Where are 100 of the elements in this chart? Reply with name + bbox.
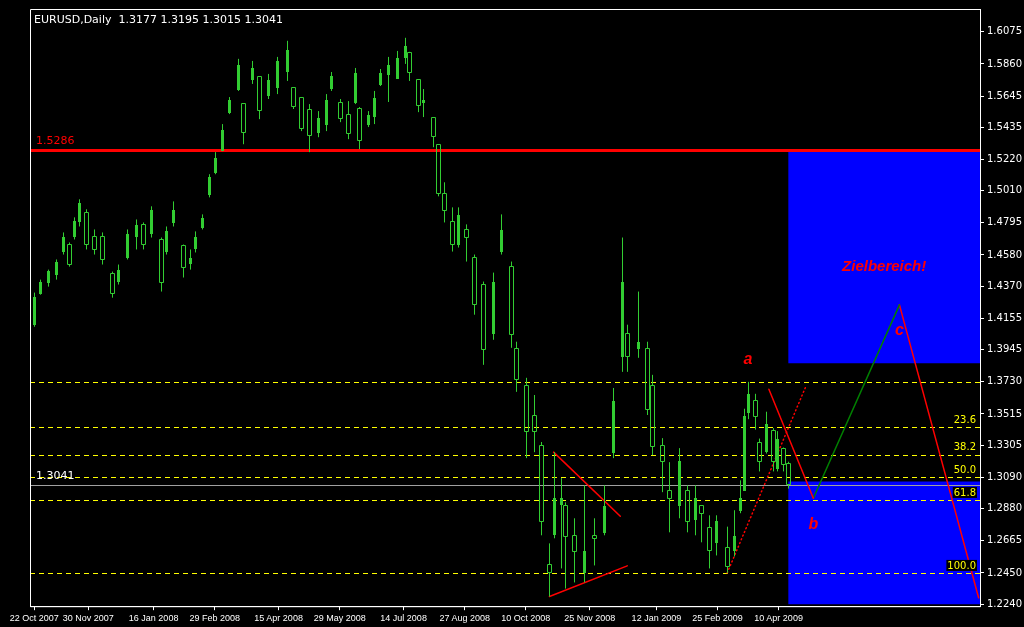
candlestick bbox=[753, 393, 758, 431]
y-tick-label: 1.2665 bbox=[987, 534, 1022, 546]
candlestick bbox=[78, 198, 81, 227]
candlestick bbox=[172, 200, 175, 227]
candlestick bbox=[694, 484, 697, 536]
candlestick bbox=[387, 56, 390, 103]
y-tick-label: 1.4370 bbox=[987, 279, 1022, 291]
candlestick bbox=[330, 71, 333, 92]
candlestick bbox=[100, 231, 105, 266]
candlestick bbox=[55, 258, 58, 281]
candlestick bbox=[251, 60, 254, 85]
candlestick bbox=[367, 110, 370, 128]
annotation: 61.8 bbox=[953, 486, 976, 498]
candlestick bbox=[267, 73, 270, 100]
y-tick-label: 1.2450 bbox=[987, 566, 1022, 578]
x-tick-label: 30 Nov 2007 bbox=[62, 613, 114, 624]
candlestick bbox=[500, 213, 503, 256]
candlestick bbox=[307, 103, 312, 153]
annotation: a bbox=[743, 350, 753, 368]
y-tick-label: 1.6075 bbox=[987, 25, 1022, 37]
candlestick bbox=[92, 228, 97, 256]
candlestick bbox=[743, 408, 746, 491]
candlestick bbox=[346, 100, 351, 140]
candlestick bbox=[592, 517, 597, 566]
candlestick bbox=[396, 50, 399, 79]
y-tick-label: 1.5435 bbox=[987, 120, 1022, 132]
y-tick-label: 1.4795 bbox=[987, 216, 1022, 228]
x-tick-label: 27 Aug 2008 bbox=[439, 613, 490, 624]
x-tick-label: 25 Nov 2008 bbox=[564, 613, 616, 624]
x-tick-label: 15 Apr 2008 bbox=[254, 613, 303, 624]
candlestick bbox=[539, 441, 544, 536]
candlestick bbox=[208, 173, 211, 198]
candlestick bbox=[457, 206, 460, 249]
candlestick bbox=[354, 67, 357, 103]
candlestick bbox=[135, 218, 138, 250]
candlestick bbox=[379, 68, 382, 85]
x-tick-label: 29 Feb 2008 bbox=[189, 613, 240, 624]
y-tick-label: 1.3730 bbox=[987, 375, 1022, 387]
candlestick bbox=[514, 341, 519, 393]
y-tick-label: 1.2880 bbox=[987, 502, 1022, 514]
candlestick bbox=[637, 291, 640, 359]
candlestick bbox=[117, 264, 120, 286]
y-tick-label: 1.5010 bbox=[987, 184, 1022, 196]
candlestick bbox=[286, 40, 289, 82]
x-tick-label: 10 Oct 2008 bbox=[501, 613, 551, 624]
x-tick-label: 16 Jan 2008 bbox=[128, 613, 179, 624]
x-tick-label: 29 May 2008 bbox=[313, 613, 366, 624]
annotation: 23.6 bbox=[953, 413, 976, 425]
annotation: b bbox=[808, 514, 819, 532]
candlestick bbox=[73, 216, 76, 240]
candlestick bbox=[747, 381, 750, 420]
candlestick bbox=[189, 248, 192, 271]
candlestick bbox=[553, 451, 556, 539]
candlestick bbox=[678, 447, 681, 519]
candlestick bbox=[481, 281, 486, 366]
candlestick bbox=[237, 58, 240, 90]
x-tick-label: 10 Apr 2009 bbox=[754, 613, 803, 624]
candlestick bbox=[667, 461, 672, 533]
candlestick bbox=[194, 230, 197, 253]
candlestick bbox=[660, 437, 665, 493]
candlestick bbox=[725, 526, 730, 574]
y-tick-label: 1.5645 bbox=[987, 89, 1022, 101]
candlestick bbox=[509, 261, 514, 349]
ref-line-label: 1.3041 bbox=[36, 469, 75, 483]
candlestick bbox=[221, 123, 224, 151]
candlestick bbox=[572, 517, 577, 583]
y-tick-label: 1.4155 bbox=[987, 312, 1022, 324]
y-tick-label: 1.2240 bbox=[987, 597, 1022, 609]
x-tick-label: 12 Jan 2009 bbox=[631, 613, 682, 624]
y-tick-label: 1.3090 bbox=[987, 470, 1022, 482]
candlestick bbox=[583, 484, 586, 583]
candlestick bbox=[450, 206, 455, 253]
annotation: 38.2 bbox=[953, 441, 976, 453]
candlestick bbox=[39, 279, 42, 294]
candlestick bbox=[603, 484, 606, 536]
candlestick bbox=[524, 377, 529, 459]
candlestick bbox=[739, 479, 742, 514]
candlestick bbox=[612, 387, 615, 459]
band-label: Zielbereich! bbox=[841, 256, 927, 274]
y-tick-label: 1.5860 bbox=[987, 57, 1022, 69]
candlestick bbox=[715, 514, 718, 556]
y-tick-label: 1.3945 bbox=[987, 343, 1022, 355]
candlestick bbox=[325, 93, 328, 132]
candlestick bbox=[317, 110, 320, 138]
candlestick bbox=[373, 90, 376, 125]
candlestick bbox=[33, 292, 36, 328]
x-tick-label: 25 Feb 2009 bbox=[692, 613, 743, 624]
y-tick-label: 1.3515 bbox=[987, 407, 1022, 419]
candlestick bbox=[547, 542, 552, 597]
annotation: 100.0 bbox=[947, 559, 976, 571]
candlestick bbox=[150, 205, 153, 239]
chart-title: EURUSD,Daily 1.3177 1.3195 1.3015 1.3041 bbox=[34, 13, 283, 27]
y-tick-label: 1.5220 bbox=[987, 153, 1022, 165]
annotation: 50.0 bbox=[953, 463, 976, 475]
candlestick bbox=[532, 394, 537, 453]
candlestick bbox=[492, 272, 495, 341]
annotation: c bbox=[894, 321, 904, 339]
candlestick bbox=[228, 96, 231, 113]
y-tick-label: 1.4580 bbox=[987, 248, 1022, 260]
candlestick bbox=[241, 103, 246, 145]
